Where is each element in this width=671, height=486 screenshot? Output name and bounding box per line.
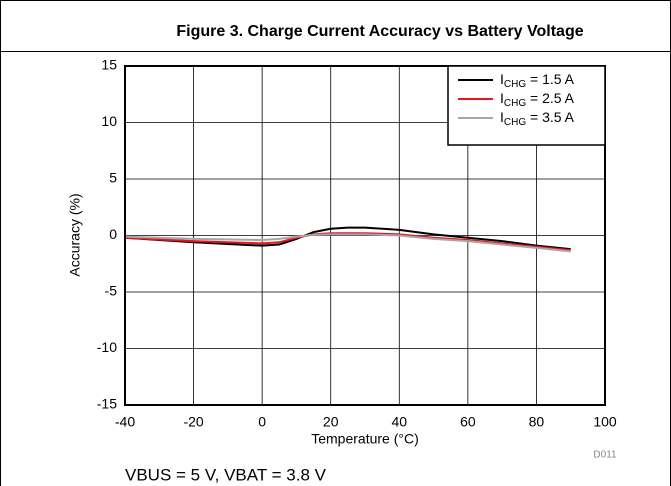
y-tick-label: -10: [97, 339, 117, 355]
x-axis-label: Temperature (°C): [311, 431, 419, 447]
legend-label: ICHG = 2.5 A: [500, 90, 575, 109]
y-tick-label: 5: [109, 170, 117, 186]
x-tick-label: 20: [323, 414, 339, 430]
y-tick-label: 15: [101, 57, 117, 73]
data-line: [124, 226, 571, 251]
chart-title: Figure 3. Charge Current Accuracy vs Bat…: [176, 23, 583, 40]
x-tick-label: 100: [593, 414, 617, 430]
x-tick-label: 60: [460, 414, 476, 430]
x-tick-label: 80: [529, 414, 545, 430]
x-tick-label: -40: [115, 414, 135, 430]
x-tick-label: 40: [391, 414, 407, 430]
y-tick-label: -5: [105, 283, 118, 299]
legend-label: ICHG = 3.5 A: [500, 109, 575, 128]
x-tick-label: -20: [183, 414, 203, 430]
y-tick-label: 0: [109, 226, 117, 242]
y-tick-label: 10: [101, 113, 117, 129]
legend-label: ICHG = 1.5 A: [500, 71, 575, 90]
note: VBUS = 5 V, VBAT = 3.8 V: [125, 465, 327, 484]
data-line: [124, 232, 571, 252]
x-tick-label: 0: [258, 414, 266, 430]
figure-code: D011: [593, 450, 617, 461]
plot-border: [124, 65, 606, 406]
y-axis-label: Accuracy (%): [67, 193, 83, 276]
y-tick-label: -15: [97, 396, 117, 412]
data-line: [124, 233, 571, 253]
